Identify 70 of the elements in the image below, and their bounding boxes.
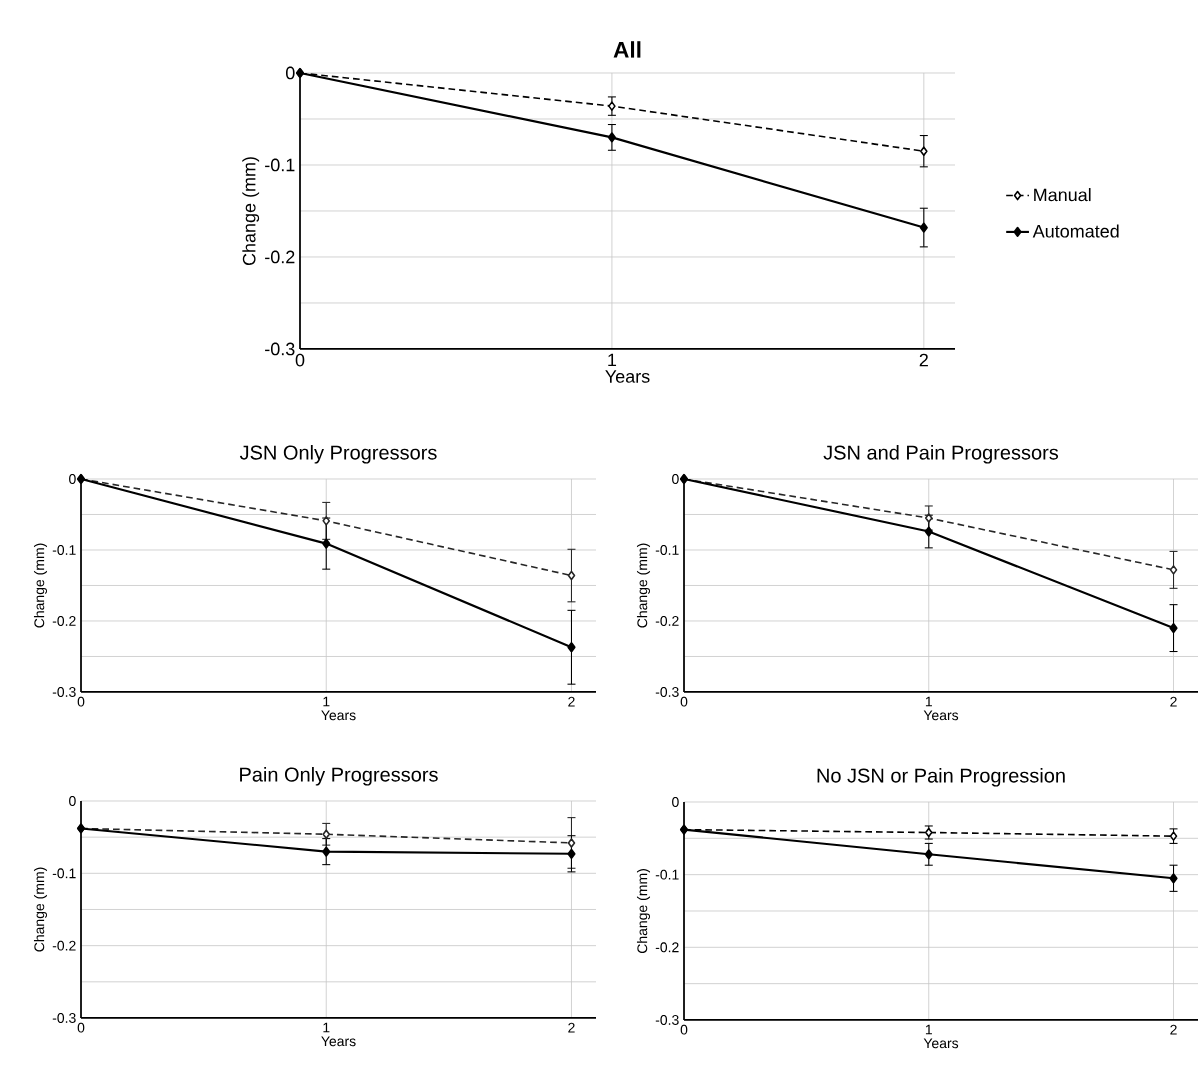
point <box>567 570 576 581</box>
point <box>567 848 576 859</box>
y-tick-label: -0.3 <box>52 1013 76 1023</box>
x-axis-title: Years <box>605 370 650 383</box>
x-tick-label: 2 <box>568 1022 575 1033</box>
y-tick-label: -0.3 <box>52 687 76 697</box>
y-tick-label: 0 <box>672 797 679 807</box>
y-tick-label: 0 <box>672 474 679 484</box>
point <box>322 846 331 857</box>
point <box>1169 565 1178 575</box>
point <box>322 829 331 840</box>
y-axis-title: Change (mm) <box>636 869 651 954</box>
chart-title: Pain Only Progressors <box>240 766 438 786</box>
point <box>1169 623 1178 634</box>
x-axis-title: Years <box>321 710 356 721</box>
x-tick-label: 1 <box>608 353 617 367</box>
legend-label: Manual <box>1034 188 1091 202</box>
point <box>607 132 616 143</box>
y-axis-title: Change (mm) <box>242 157 260 266</box>
y-tick-label: -0.3 <box>655 687 679 697</box>
y-tick-label: -0.3 <box>265 342 295 356</box>
x-tick-label: 1 <box>323 1022 330 1033</box>
chart-title: No JSN or Pain Progression <box>817 767 1065 787</box>
point <box>1169 873 1178 884</box>
y-tick-label: -0.1 <box>52 545 76 555</box>
y-tick-label: -0.2 <box>655 616 679 626</box>
point <box>924 849 933 860</box>
point <box>919 222 928 233</box>
y-axis-title: Change (mm) <box>636 543 651 628</box>
y-axis-title: Change (mm) <box>33 543 48 628</box>
chart-title: All <box>613 41 641 58</box>
point <box>322 538 331 549</box>
point <box>924 526 933 537</box>
x-tick-label: 0 <box>680 696 688 707</box>
x-tick-label: 1 <box>925 696 932 707</box>
point <box>567 838 576 848</box>
chart-title: JSN and Pain Progressors <box>823 444 1059 464</box>
y-tick-label: 0 <box>285 66 295 80</box>
x-tick-label: 2 <box>1170 1024 1177 1035</box>
legend-label: Automated <box>1032 224 1119 238</box>
y-tick-label: -0.1 <box>655 869 679 880</box>
x-tick-label: 1 <box>925 1024 932 1035</box>
point <box>608 101 616 111</box>
x-tick-label: 0 <box>295 353 305 367</box>
x-axis-title: Years <box>321 1036 356 1047</box>
y-tick-label: 0 <box>69 796 76 806</box>
x-axis-title: Years <box>923 710 959 721</box>
point <box>924 513 933 523</box>
point <box>567 642 576 653</box>
chart-title: JSN Only Progressors <box>239 444 437 464</box>
y-tick-label: -0.1 <box>655 545 679 555</box>
x-tick-label: 2 <box>919 353 928 367</box>
y-tick-label: 0 <box>69 474 76 484</box>
x-axis-title: Years <box>923 1038 959 1049</box>
y-tick-label: -0.1 <box>265 158 295 172</box>
x-tick-label: 2 <box>1170 696 1177 707</box>
y-tick-label: -0.2 <box>265 250 295 264</box>
x-tick-label: 0 <box>77 696 85 707</box>
point <box>322 516 331 526</box>
y-tick-label: -0.3 <box>655 1015 679 1025</box>
y-tick-label: -0.2 <box>655 942 679 953</box>
y-tick-label: -0.2 <box>52 616 76 626</box>
y-axis-title: Change (mm) <box>33 867 48 952</box>
x-tick-label: 1 <box>323 696 330 707</box>
x-tick-label: 0 <box>680 1024 688 1035</box>
x-tick-label: 2 <box>568 696 575 707</box>
y-tick-label: -0.1 <box>52 868 76 879</box>
x-tick-label: 0 <box>77 1022 85 1033</box>
point <box>920 146 928 156</box>
y-tick-label: -0.2 <box>52 940 76 951</box>
